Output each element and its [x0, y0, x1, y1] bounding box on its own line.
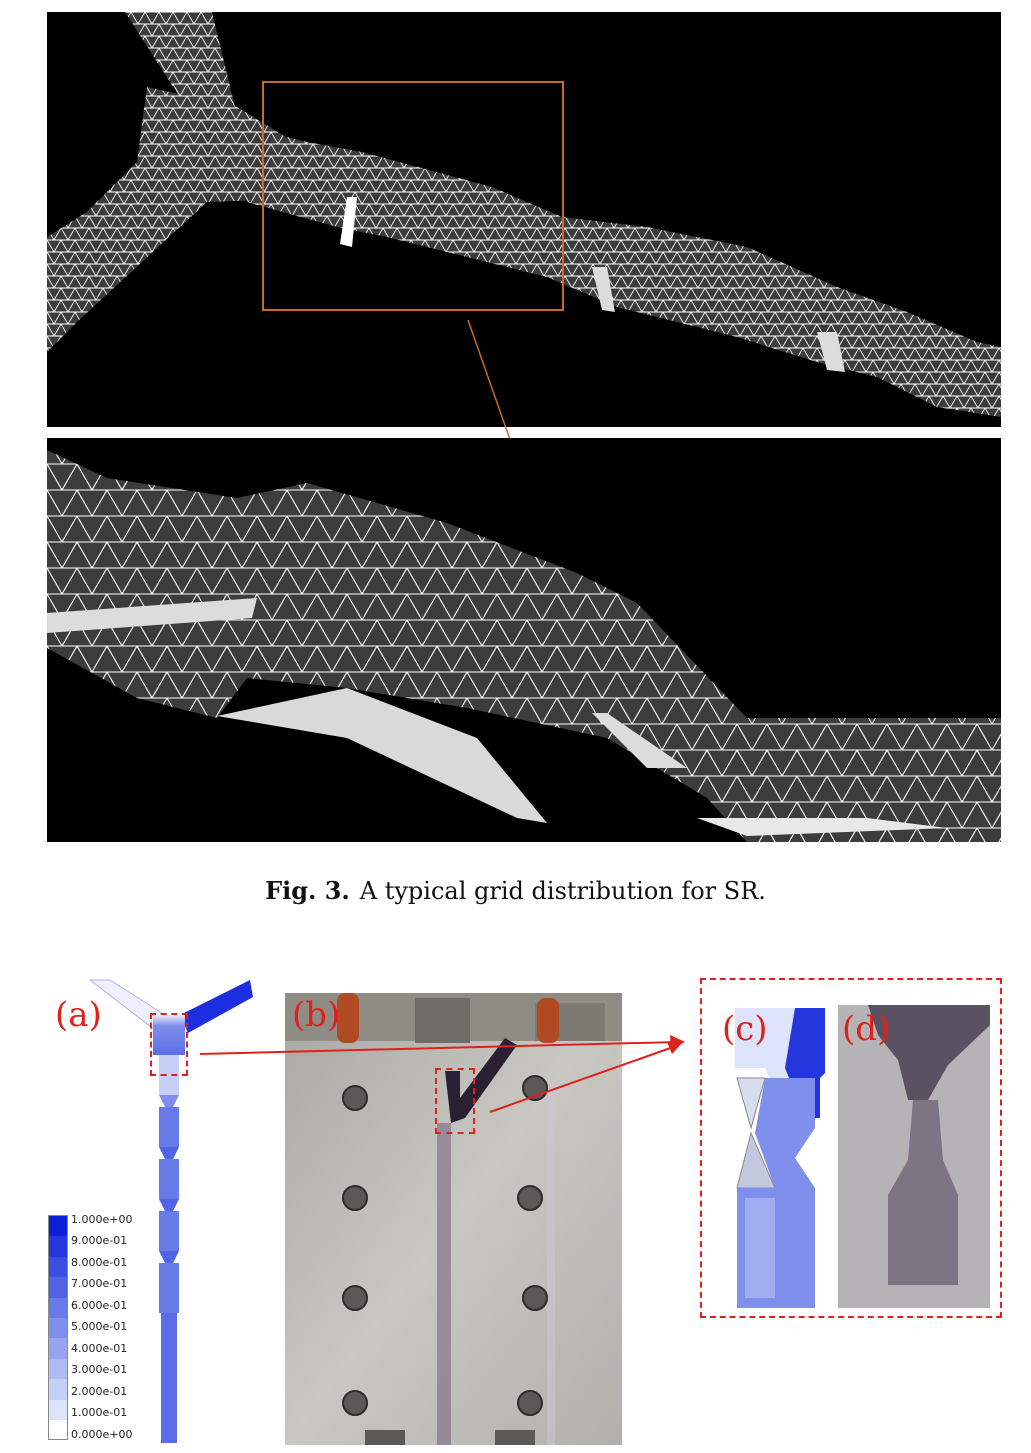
- figure-number: Fig. 3.: [265, 876, 350, 905]
- legend-label: 4.000e-01: [71, 1342, 128, 1355]
- mesh-zoom-image: [47, 450, 1001, 842]
- panel-label-a: (a): [55, 995, 102, 1035]
- experiment-photo: [285, 993, 622, 1445]
- mesh-overview-image: [47, 12, 1001, 417]
- colorbar-swatch: [49, 1277, 67, 1298]
- legend-label: 7.000e-01: [71, 1277, 128, 1290]
- junction-highlight-b: [435, 1068, 475, 1134]
- colorbar-swatch: [49, 1338, 67, 1359]
- mesh-overview-panel: [47, 12, 1001, 427]
- legend-label: 1.000e-01: [71, 1406, 128, 1419]
- colorbar-swatch: [49, 1379, 67, 1400]
- colorbar-swatch: [49, 1419, 67, 1439]
- legend-label: 9.000e-01: [71, 1234, 128, 1247]
- legend-label: 6.000e-01: [71, 1299, 128, 1312]
- legend-label: 0.000e+00: [71, 1428, 133, 1441]
- legend-label: 5.000e-01: [71, 1320, 128, 1333]
- panel-label-d: (d): [842, 1009, 891, 1049]
- legend-label: 2.000e-01: [71, 1385, 128, 1398]
- experiment-detail-photo: [838, 1005, 990, 1308]
- panel-label-c: (c): [722, 1009, 768, 1049]
- colorbar-swatch: [49, 1297, 67, 1318]
- colorbar-swatch: [49, 1399, 67, 1420]
- detail-frame: [700, 978, 1002, 1318]
- colorbar-swatch: [49, 1358, 67, 1380]
- colorbar-swatch: [49, 1216, 67, 1237]
- colorbar: [48, 1215, 68, 1440]
- figure-caption: Fig. 3. A typical grid distribution for S…: [0, 876, 1031, 905]
- colorbar-swatch: [49, 1236, 67, 1257]
- legend-label: 8.000e-01: [71, 1256, 128, 1269]
- legend-label: 1.000e+00: [71, 1213, 133, 1226]
- annotation-arrows: [199, 1035, 685, 1113]
- legend-label: 3.000e-01: [71, 1363, 128, 1376]
- contour-channel: [159, 1055, 179, 1443]
- panel-label-b: (b): [292, 995, 341, 1035]
- figure-caption-text: A typical grid distribution for SR.: [359, 877, 766, 905]
- contour-simulation: [88, 979, 253, 1443]
- mesh-zoom-panel: [47, 438, 1001, 842]
- contour-detail: [735, 1008, 825, 1308]
- colorbar-swatch: [49, 1256, 67, 1278]
- colorbar-swatch: [49, 1317, 67, 1339]
- junction-highlight-a: [150, 1013, 188, 1076]
